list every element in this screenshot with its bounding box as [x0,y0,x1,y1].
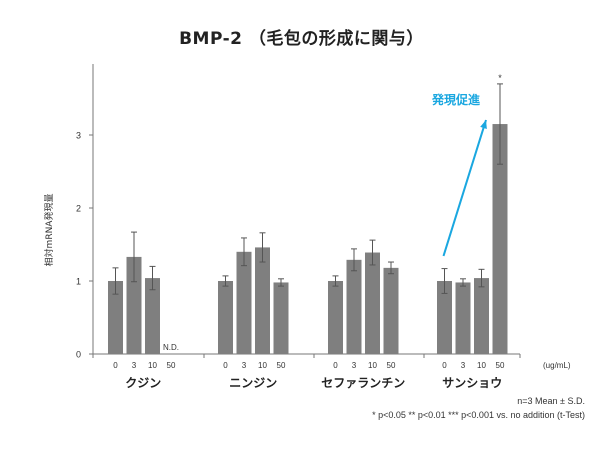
bar-2-2 [365,252,380,354]
dose-tick-label: 10 [148,361,157,370]
dose-tick-label: 0 [333,361,338,370]
bar-3-0 [437,281,452,354]
bar-0-2 [145,278,160,354]
bar-1-2 [255,247,270,354]
bar-2-1 [346,259,362,354]
group-label: ニンジン [229,376,277,390]
dose-tick-label: 0 [223,361,228,370]
significance-marker: * [498,73,502,83]
bar-0-1 [126,256,142,354]
bar-1-3 [273,282,289,354]
dose-tick-label: 50 [387,361,396,370]
y-tick-label: 3 [76,131,81,141]
y-tick-label: 0 [76,350,81,360]
dose-tick-label: 10 [477,361,486,370]
group-label: セファランチン [321,376,405,390]
dose-tick-label: 3 [352,361,357,370]
dose-tick-label: 0 [113,361,118,370]
bar-3-3 [492,124,508,354]
bar-3-1 [455,282,471,354]
bar-2-0 [328,281,343,354]
group-label: サンショウ [442,376,502,390]
chart-title: BMP-2 （毛包の形成に関与） [179,29,424,49]
x-unit-label: (ug/mL) [543,361,571,370]
dose-tick-label: 3 [242,361,247,370]
dose-tick-label: 50 [277,361,286,370]
dose-tick-label: 50 [167,361,176,370]
dose-tick-label: 10 [258,361,267,370]
trend-arrow [442,119,487,257]
y-tick-label: 1 [76,277,81,287]
y-axis-label: 相対mRNA発現量 [43,194,55,267]
trend-arrow-head [480,120,487,129]
dose-tick-label: 10 [368,361,377,370]
group-label: クジン [125,376,161,390]
dose-tick-label: 3 [132,361,137,370]
dose-tick-label: 50 [496,361,505,370]
bar-2-3 [383,267,399,354]
dose-tick-label: 0 [442,361,447,370]
significance-note: * p<0.05 ** p<0.01 *** p<0.001 vs. no ad… [372,410,585,420]
y-tick-label: 2 [76,204,81,214]
bar-0-0 [108,281,123,354]
stats-note: n=3 Mean ± S.D. [517,396,585,406]
bar-1-0 [218,281,233,354]
bar-3-2 [474,278,489,354]
not-detected-label: N.D. [163,343,179,352]
bar-1-1 [236,251,252,354]
annotation-label: 発現促進 [431,92,481,107]
dose-tick-label: 3 [461,361,466,370]
